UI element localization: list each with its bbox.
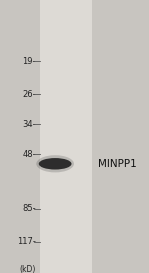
Text: 85-: 85- <box>22 204 36 213</box>
Ellipse shape <box>36 155 74 173</box>
Ellipse shape <box>39 158 72 170</box>
Text: (kD): (kD) <box>19 265 36 273</box>
Text: 48-: 48- <box>22 150 36 159</box>
Text: MINPP1: MINPP1 <box>98 159 137 169</box>
Text: 19-: 19- <box>22 57 36 66</box>
Text: 117-: 117- <box>17 237 36 246</box>
Text: 26-: 26- <box>22 90 36 99</box>
Text: 34-: 34- <box>22 120 36 129</box>
Bar <box>40 0 92 273</box>
